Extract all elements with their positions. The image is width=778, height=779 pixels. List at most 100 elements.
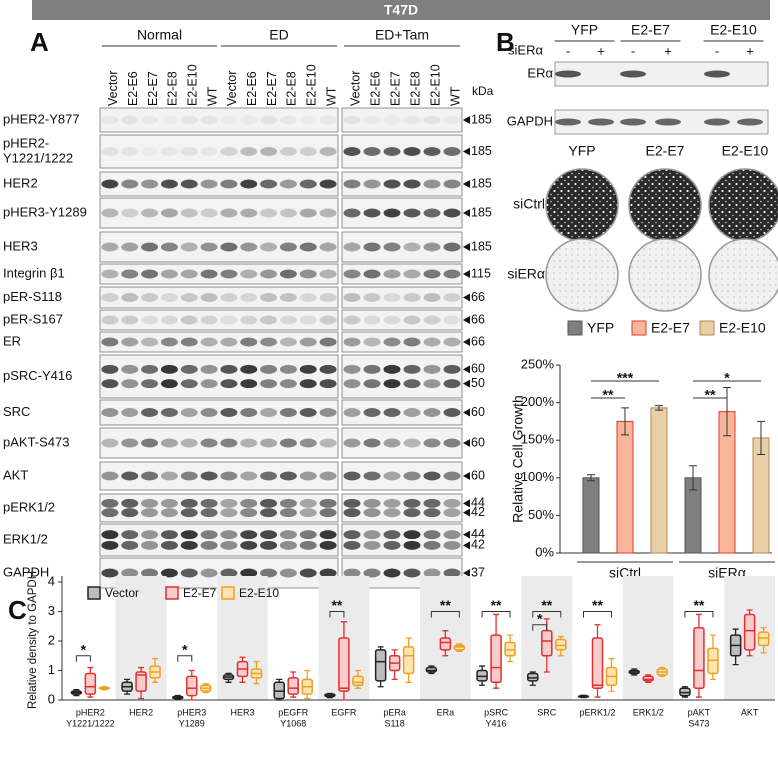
lane-label: WT bbox=[448, 86, 462, 106]
band bbox=[160, 179, 178, 189]
lane-label: - bbox=[566, 43, 570, 58]
significance-label: * bbox=[81, 641, 87, 657]
kda-label: 60 bbox=[471, 435, 485, 449]
colony-plate bbox=[545, 238, 619, 312]
band bbox=[363, 379, 381, 389]
band bbox=[101, 115, 119, 125]
band bbox=[279, 508, 297, 518]
whisker-high bbox=[391, 649, 398, 656]
kda-arrow bbox=[463, 180, 470, 188]
band bbox=[383, 498, 401, 508]
y-tick-label: 100% bbox=[521, 469, 555, 484]
band bbox=[299, 471, 317, 481]
y-tick-label: 0 bbox=[48, 691, 55, 706]
kda-label: 66 bbox=[471, 312, 485, 326]
whisker-low bbox=[493, 682, 500, 689]
blot bbox=[341, 134, 463, 169]
blot-label: ERα bbox=[527, 65, 553, 80]
blot bbox=[341, 331, 463, 353]
kda-label: 50 bbox=[471, 376, 485, 390]
lane-label: E2-E6 bbox=[126, 71, 140, 106]
band bbox=[220, 408, 238, 417]
band bbox=[299, 242, 317, 252]
blot bbox=[341, 309, 463, 331]
band bbox=[101, 530, 119, 540]
band bbox=[299, 179, 317, 189]
band bbox=[220, 179, 238, 189]
band bbox=[220, 208, 238, 218]
significance-bracket bbox=[430, 611, 460, 618]
band bbox=[180, 530, 198, 540]
band bbox=[319, 379, 337, 389]
whisker-high bbox=[732, 628, 739, 636]
band bbox=[383, 337, 401, 347]
band bbox=[101, 208, 119, 218]
box bbox=[490, 634, 502, 684]
kda-arrow bbox=[463, 530, 470, 539]
blot bbox=[99, 354, 339, 399]
box bbox=[352, 675, 364, 687]
band bbox=[403, 269, 421, 279]
band bbox=[443, 179, 461, 189]
band bbox=[383, 208, 401, 218]
whisker-high bbox=[695, 613, 702, 628]
band bbox=[423, 379, 441, 389]
band bbox=[200, 337, 218, 347]
band bbox=[363, 179, 381, 189]
band bbox=[200, 530, 218, 540]
band bbox=[363, 208, 381, 218]
band bbox=[655, 118, 681, 126]
band bbox=[403, 242, 421, 252]
lane-label: - bbox=[631, 43, 635, 58]
blot bbox=[554, 61, 769, 87]
kda-arrow bbox=[463, 316, 470, 324]
band bbox=[319, 508, 337, 518]
kda-label: 44 bbox=[471, 496, 485, 510]
band bbox=[299, 315, 317, 325]
whisker-high bbox=[493, 613, 500, 636]
x-tick-label: S118 bbox=[384, 718, 404, 728]
band bbox=[383, 540, 401, 550]
lane-label: Vector bbox=[348, 71, 362, 106]
box bbox=[186, 675, 198, 697]
band bbox=[403, 498, 421, 508]
blot bbox=[99, 461, 339, 491]
panel-label: C bbox=[8, 595, 27, 625]
band bbox=[443, 530, 461, 540]
y-tick-label: 4 bbox=[48, 573, 55, 588]
band bbox=[343, 498, 361, 508]
whisker-low bbox=[760, 645, 767, 654]
box bbox=[541, 629, 553, 657]
band bbox=[279, 147, 297, 156]
band bbox=[141, 379, 159, 389]
band bbox=[180, 147, 198, 156]
band bbox=[403, 530, 421, 540]
band bbox=[160, 115, 178, 125]
box bbox=[591, 637, 604, 689]
whisker-high bbox=[253, 661, 260, 670]
group-header: ED bbox=[269, 27, 288, 43]
band bbox=[141, 337, 159, 347]
band bbox=[343, 147, 361, 156]
band bbox=[200, 147, 218, 156]
band bbox=[443, 269, 461, 279]
blot-label: pHER2-Y877 bbox=[3, 111, 80, 126]
band bbox=[279, 530, 297, 540]
whisker-high bbox=[608, 658, 615, 668]
whisker-high bbox=[87, 666, 94, 674]
band bbox=[260, 208, 278, 218]
band bbox=[403, 364, 421, 374]
band bbox=[319, 568, 337, 578]
bar bbox=[582, 477, 600, 554]
colony-row-label: siERα bbox=[507, 266, 545, 282]
box bbox=[84, 672, 97, 695]
band bbox=[240, 438, 258, 448]
band bbox=[299, 379, 317, 389]
band bbox=[363, 242, 381, 252]
box bbox=[135, 671, 147, 692]
blot bbox=[99, 231, 339, 263]
colony-row-label: siCtrl bbox=[513, 196, 545, 212]
colony-header: YFP bbox=[568, 143, 595, 159]
band bbox=[240, 498, 258, 508]
legend-swatch bbox=[699, 320, 715, 336]
